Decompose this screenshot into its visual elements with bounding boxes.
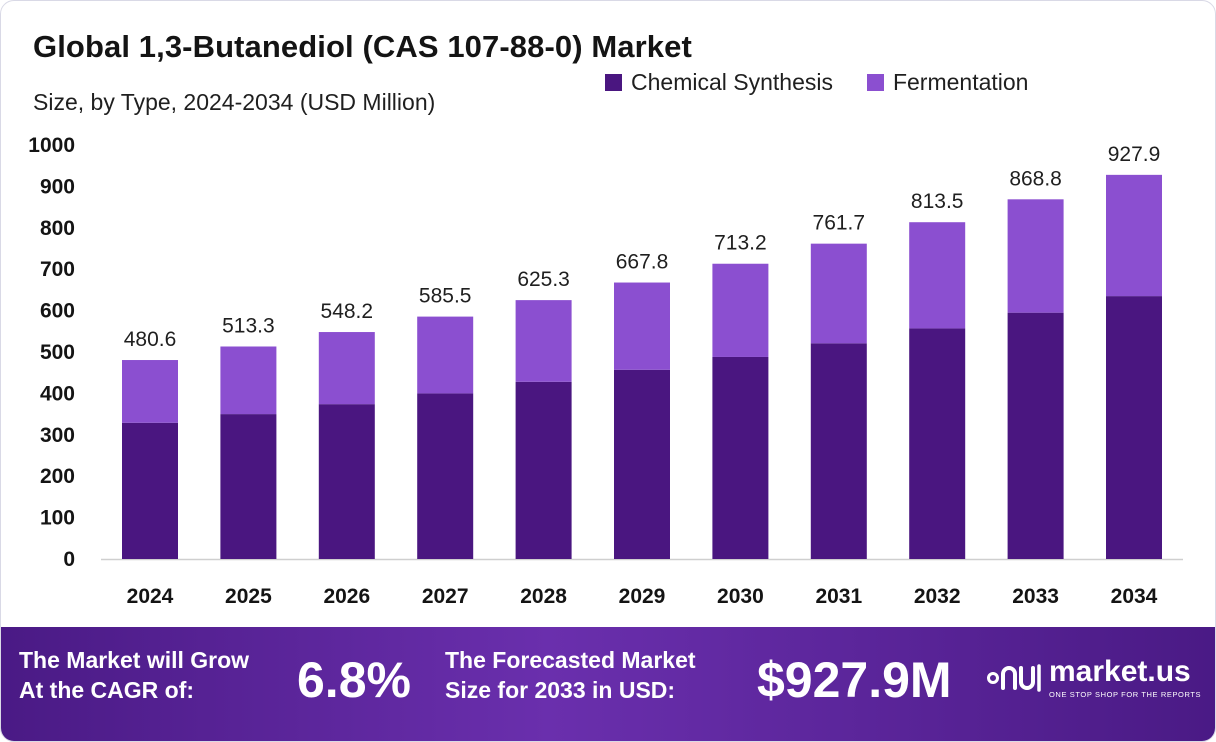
chart-title: Global 1,3-Butanediol (CAS 107-88-0) Mar… <box>33 29 692 64</box>
y-tick-label-0: 0 <box>63 548 75 571</box>
brand-tagline: ONE STOP SHOP FOR THE REPORTS <box>1049 690 1202 699</box>
bar-chemical-synthesis-2027 <box>417 393 474 559</box>
x-tick-label-2027: 2027 <box>422 585 469 608</box>
stacked-bar-chart: 0 100 200 300 400 500 600 700 800 900 1000 480.6 202… <box>28 134 1183 608</box>
bar-chemical-synthesis-2028 <box>515 381 572 559</box>
bar-fermentation-2024 <box>122 360 178 423</box>
bar-fermentation-2033 <box>1007 199 1064 313</box>
bar-fermentation-2026 <box>318 332 375 405</box>
data-label-2029: 667.8 <box>616 251 669 274</box>
bar-chemical-synthesis-2024 <box>122 422 178 559</box>
y-tick-label-1: 100 <box>40 507 75 530</box>
y-tick-label-7: 700 <box>40 258 75 281</box>
x-tick-label-2029: 2029 <box>619 585 666 608</box>
bar-fermentation-2027 <box>417 316 474 394</box>
bar-fermentation-2030 <box>712 263 769 357</box>
bar-chemical-synthesis-2030 <box>712 356 769 559</box>
forecast-label-line2: Size for 2033 in USD: <box>445 677 676 703</box>
legend-swatch-fermentation <box>866 74 884 91</box>
data-label-2028: 625.3 <box>517 268 570 291</box>
summary-footer: The Market will Grow At the CAGR of: 6.8… <box>1 627 1215 741</box>
data-label-2030: 713.2 <box>714 232 767 255</box>
legend-swatch-chemical-synthesis <box>605 74 622 91</box>
y-tick-label-2: 200 <box>40 465 75 488</box>
bar-fermentation-2028 <box>515 300 572 382</box>
bar-chemical-synthesis-2034 <box>1106 296 1162 559</box>
x-tick-label-2028: 2028 <box>520 585 567 608</box>
bar-fermentation-2034 <box>1106 174 1162 297</box>
data-label-2026: 548.2 <box>321 300 374 323</box>
legend-label-fermentation: Fermentation <box>892 69 1029 95</box>
market-us-logo: market.us ONE STOP SHOP FOR THE REPORTS <box>987 657 1201 699</box>
bar-chemical-synthesis-2025 <box>220 414 277 559</box>
x-tick-label-2025: 2025 <box>225 585 272 608</box>
forecast-value: $927.9M <box>757 652 952 708</box>
cagr-label-line2: At the CAGR of: <box>19 677 195 703</box>
legend-item-fermentation: Fermentation <box>866 69 1029 96</box>
x-tick-label-2033: 2033 <box>1012 585 1059 608</box>
y-tick-label-3: 300 <box>40 424 75 447</box>
data-label-2033: 868.8 <box>1009 167 1062 190</box>
data-label-2031: 761.7 <box>813 212 866 235</box>
data-label-2024: 480.6 <box>124 328 177 351</box>
data-label-2025: 513.3 <box>222 314 275 337</box>
bar-chemical-synthesis-2029 <box>614 369 670 559</box>
data-label-2027: 585.5 <box>419 285 472 308</box>
bar-fermentation-2029 <box>614 282 670 370</box>
x-tick-label-2026: 2026 <box>323 585 370 608</box>
x-tick-label-2032: 2032 <box>914 585 961 608</box>
x-tick-label-2024: 2024 <box>127 585 174 608</box>
cagr-value: 6.8% <box>297 652 411 708</box>
y-tick-label-4: 400 <box>40 382 75 405</box>
y-tick-label-8: 800 <box>40 217 75 240</box>
legend-item-chemical-synthesis: Chemical Synthesis <box>605 69 833 96</box>
x-tick-label-2034: 2034 <box>1111 585 1158 608</box>
bar-chemical-synthesis-2026 <box>318 404 375 559</box>
bar-fermentation-2025 <box>220 346 277 415</box>
y-tick-label-9: 900 <box>40 175 75 198</box>
bar-chemical-synthesis-2033 <box>1007 312 1064 559</box>
bar-chemical-synthesis-2032 <box>909 328 966 559</box>
brand-name: market.us <box>1049 655 1191 688</box>
y-tick-label-5: 500 <box>40 341 75 364</box>
y-tick-label-6: 600 <box>40 300 75 323</box>
chart-legend: Chemical Synthesis Fermentation <box>605 69 1028 96</box>
x-tick-label-2030: 2030 <box>717 585 764 608</box>
data-label-2032: 813.5 <box>911 190 964 213</box>
y-tick-label-10: 1000 <box>28 134 75 157</box>
cagr-label-line1: The Market will Grow <box>19 647 250 673</box>
market-us-logo-icon <box>987 664 1041 692</box>
forecast-label-line1: The Forecasted Market <box>445 647 696 673</box>
x-tick-label-2031: 2031 <box>815 585 862 608</box>
bar-chemical-synthesis-2031 <box>810 343 867 559</box>
data-label-2034: 927.9 <box>1108 143 1161 166</box>
bar-fermentation-2031 <box>810 243 867 344</box>
chart-subtitle: Size, by Type, 2024-2034 (USD Million) <box>33 89 436 115</box>
bar-fermentation-2032 <box>909 222 966 329</box>
legend-label-chemical-synthesis: Chemical Synthesis <box>631 69 833 95</box>
